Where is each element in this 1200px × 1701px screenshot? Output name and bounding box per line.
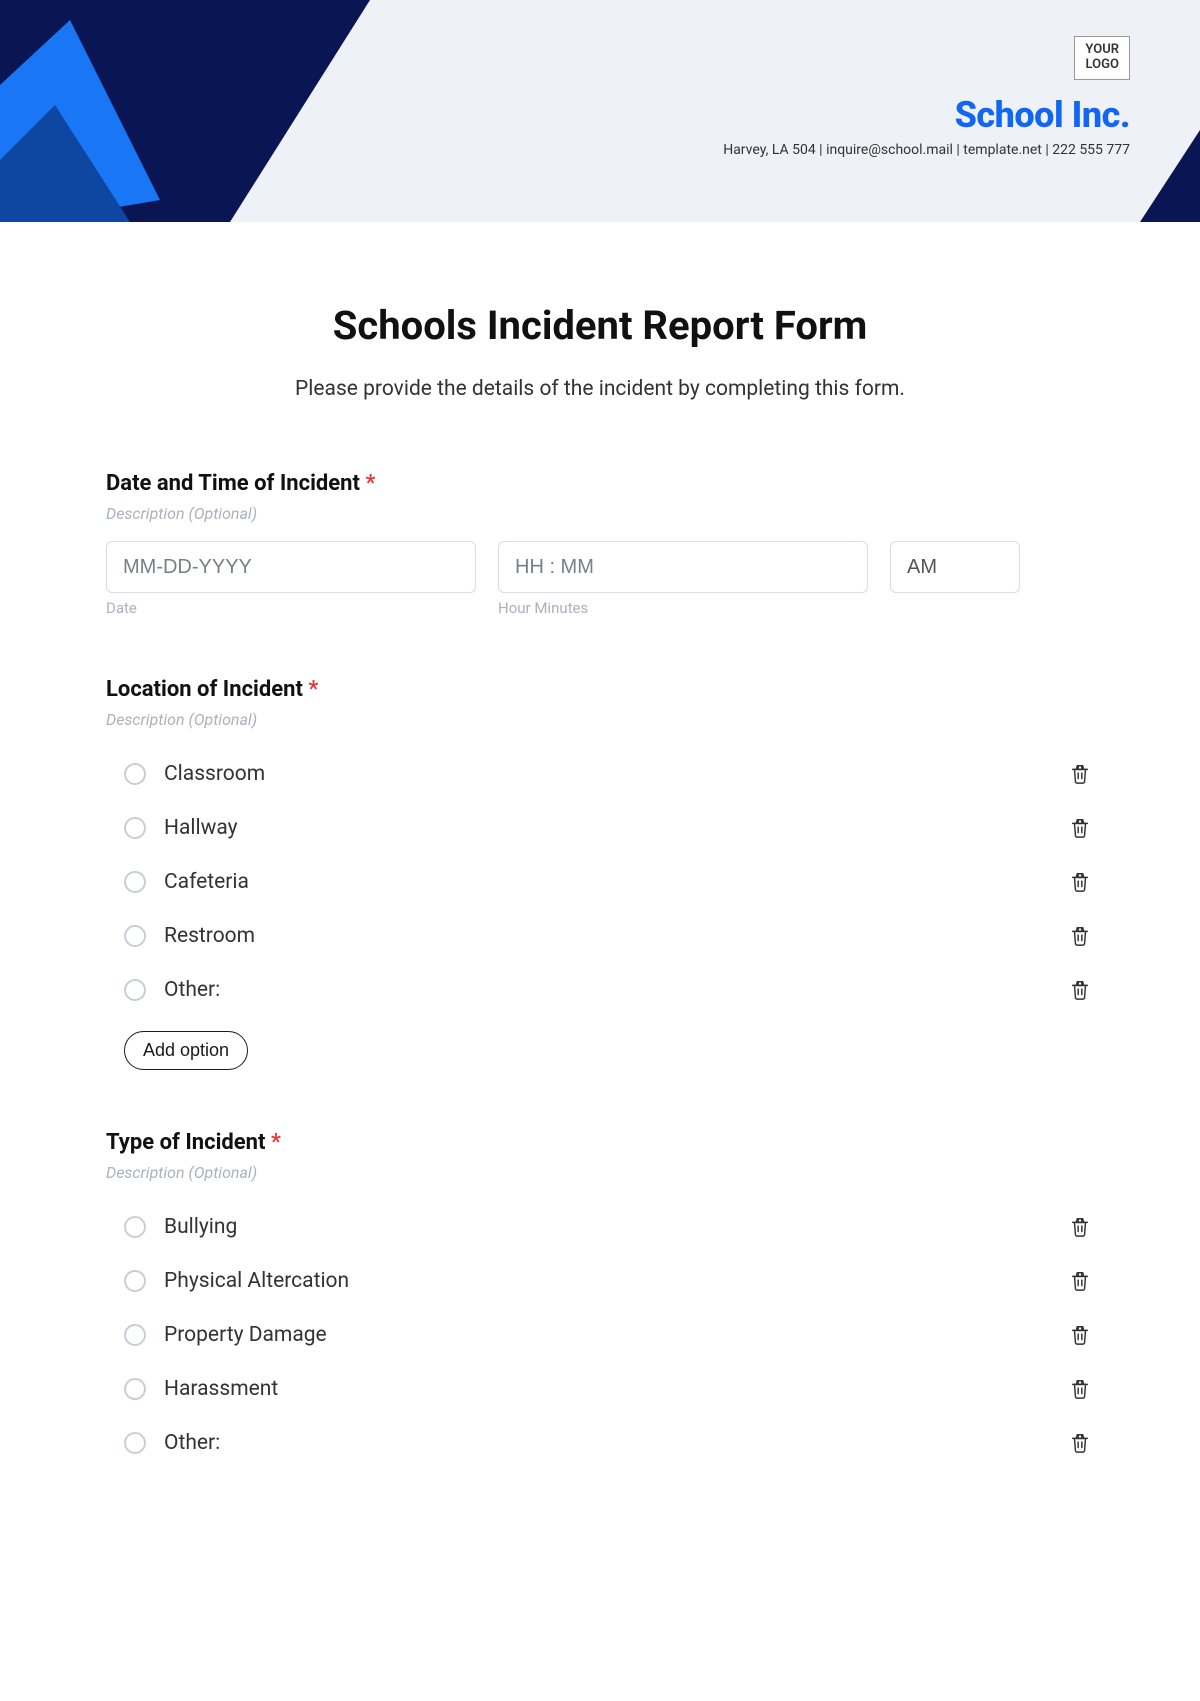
radio-location[interactable] xyxy=(124,763,146,785)
option-label: Classroom xyxy=(164,762,265,786)
radio-type[interactable] xyxy=(124,1216,146,1238)
form-title: Schools Incident Report Form xyxy=(106,302,1094,349)
contact-line: Harvey, LA 504 | inquire@school.mail | t… xyxy=(723,142,1130,158)
option-label: Hallway xyxy=(164,816,238,840)
radio-location[interactable] xyxy=(124,817,146,839)
radio-location[interactable] xyxy=(124,979,146,1001)
trash-icon[interactable] xyxy=(1066,760,1094,788)
description-hint: Description (Optional) xyxy=(106,504,1094,523)
required-asterisk: * xyxy=(365,471,375,496)
section-location: Location of Incident * Description (Opti… xyxy=(106,677,1094,1070)
option-label: Property Damage xyxy=(164,1323,327,1347)
option-label: Other: xyxy=(164,1431,220,1455)
label-text: Date and Time of Incident xyxy=(106,471,360,496)
time-sublabel: Hour Minutes xyxy=(498,599,868,617)
radio-type[interactable] xyxy=(124,1432,146,1454)
section-label-location: Location of Incident * xyxy=(106,677,1094,702)
logo-line-2: LOGO xyxy=(1086,57,1119,72)
option-label: Other: xyxy=(164,978,220,1002)
option-row: Cafeteria xyxy=(124,855,1094,909)
radio-type[interactable] xyxy=(124,1270,146,1292)
trash-icon[interactable] xyxy=(1066,1213,1094,1241)
header-decoration-left xyxy=(0,0,430,222)
option-label: Restroom xyxy=(164,924,255,948)
option-label: Cafeteria xyxy=(164,870,249,894)
option-label: Bullying xyxy=(164,1215,237,1239)
required-asterisk: * xyxy=(308,677,318,702)
radio-location[interactable] xyxy=(124,871,146,893)
trash-icon[interactable] xyxy=(1066,814,1094,842)
add-option-button[interactable]: Add option xyxy=(124,1031,248,1070)
org-name: School Inc. xyxy=(723,94,1130,136)
option-row: Hallway xyxy=(124,801,1094,855)
option-row: Other: xyxy=(124,963,1094,1017)
radio-type[interactable] xyxy=(124,1378,146,1400)
trash-icon[interactable] xyxy=(1066,1429,1094,1457)
section-label-datetime: Date and Time of Incident * xyxy=(106,471,1094,496)
option-row: Classroom xyxy=(124,747,1094,801)
option-row: Restroom xyxy=(124,909,1094,963)
option-row: Bullying xyxy=(124,1200,1094,1254)
form-subtitle: Please provide the details of the incide… xyxy=(106,377,1094,401)
location-options: Classroom Hallway Cafeteria Restroom Other: xyxy=(106,747,1094,1017)
required-asterisk: * xyxy=(271,1130,281,1155)
type-options: Bullying Physical Altercation Property Dam… xyxy=(106,1200,1094,1470)
option-label: Harassment xyxy=(164,1377,278,1401)
option-row: Harassment xyxy=(124,1362,1094,1416)
datetime-row: Date Hour Minutes xyxy=(106,541,1094,617)
description-hint: Description (Optional) xyxy=(106,710,1094,729)
section-datetime: Date and Time of Incident * Description … xyxy=(106,471,1094,617)
option-row: Other: xyxy=(124,1416,1094,1470)
section-label-type: Type of Incident * xyxy=(106,1130,1094,1155)
header-content: YOUR LOGO School Inc. Harvey, LA 504 | i… xyxy=(723,36,1130,158)
trash-icon[interactable] xyxy=(1066,1375,1094,1403)
header: YOUR LOGO School Inc. Harvey, LA 504 | i… xyxy=(0,0,1200,222)
label-text: Location of Incident xyxy=(106,677,303,702)
date-input[interactable] xyxy=(106,541,476,593)
form-page: Schools Incident Report Form Please prov… xyxy=(0,222,1200,1510)
trash-icon[interactable] xyxy=(1066,1321,1094,1349)
option-row: Physical Altercation xyxy=(124,1254,1094,1308)
trash-icon[interactable] xyxy=(1066,1267,1094,1295)
date-sublabel: Date xyxy=(106,599,476,617)
trash-icon[interactable] xyxy=(1066,976,1094,1004)
logo-placeholder: YOUR LOGO xyxy=(1074,36,1130,80)
label-text: Type of Incident xyxy=(106,1130,265,1155)
ampm-input[interactable] xyxy=(890,541,1020,593)
option-row: Property Damage xyxy=(124,1308,1094,1362)
description-hint: Description (Optional) xyxy=(106,1163,1094,1182)
radio-location[interactable] xyxy=(124,925,146,947)
radio-type[interactable] xyxy=(124,1324,146,1346)
trash-icon[interactable] xyxy=(1066,868,1094,896)
trash-icon[interactable] xyxy=(1066,922,1094,950)
section-type: Type of Incident * Description (Optional… xyxy=(106,1130,1094,1470)
logo-line-1: YOUR xyxy=(1085,42,1119,57)
time-input[interactable] xyxy=(498,541,868,593)
option-label: Physical Altercation xyxy=(164,1269,349,1293)
